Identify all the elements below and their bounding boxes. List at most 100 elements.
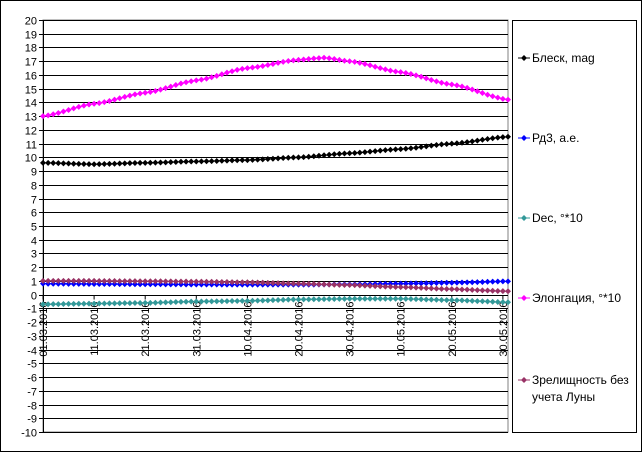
data-point <box>469 279 476 286</box>
data-point <box>193 278 200 285</box>
data-point <box>494 94 501 101</box>
legend-marker <box>521 215 527 221</box>
data-point <box>91 280 98 287</box>
legend-box <box>512 20 637 433</box>
y-tick-label: -1 <box>27 304 37 316</box>
data-point <box>249 297 256 304</box>
y-tick-label: -4 <box>27 346 37 358</box>
data-point <box>300 280 307 287</box>
data-point <box>116 278 123 285</box>
data-point <box>351 149 358 156</box>
y-tick-label: -6 <box>27 373 37 385</box>
data-point <box>464 84 471 91</box>
data-point <box>402 295 409 302</box>
data-point <box>310 296 317 303</box>
legend-marker <box>521 135 527 141</box>
data-point <box>351 295 358 302</box>
data-point <box>326 55 333 62</box>
y-tick-label: 18 <box>25 43 37 55</box>
x-tick-label: 10.04.2016 <box>242 302 254 357</box>
data-point <box>315 281 322 288</box>
y-tick-label: -5 <box>27 359 37 371</box>
data-point <box>290 280 297 287</box>
data-point <box>499 288 506 295</box>
data-point <box>157 278 164 285</box>
data-point <box>433 285 440 292</box>
data-point <box>218 157 225 164</box>
y-tick-label: 9 <box>31 167 37 179</box>
data-point <box>387 283 394 290</box>
data-point <box>55 160 62 167</box>
data-point <box>264 61 271 68</box>
x-tick-label: 20.04.2016 <box>293 302 305 357</box>
y-tick-label: -10 <box>21 428 37 440</box>
data-point <box>65 106 72 113</box>
data-point <box>280 280 287 287</box>
data-point <box>285 58 292 65</box>
data-point <box>484 91 491 98</box>
data-point <box>60 301 67 308</box>
data-point <box>295 280 302 287</box>
data-point <box>91 277 98 284</box>
data-point <box>392 68 399 75</box>
data-point <box>418 280 425 287</box>
data-point <box>96 100 103 107</box>
y-tick-label: 17 <box>25 57 37 69</box>
data-point <box>372 148 379 155</box>
data-point <box>106 97 113 104</box>
data-point <box>126 278 133 285</box>
data-point <box>198 76 205 83</box>
data-point <box>40 277 46 284</box>
data-point <box>387 295 394 302</box>
legend-label: Рд3, а.е. <box>532 131 579 145</box>
data-point <box>372 283 379 290</box>
data-point <box>505 299 511 306</box>
data-point <box>198 278 205 285</box>
data-point <box>489 287 496 294</box>
data-point <box>397 284 404 291</box>
data-point <box>254 297 261 304</box>
y-tick-label: 3 <box>31 249 37 261</box>
data-point <box>356 282 363 289</box>
data-point <box>433 279 440 286</box>
data-point <box>310 153 317 160</box>
data-point <box>121 160 128 167</box>
data-point <box>259 279 266 286</box>
data-point <box>474 279 481 286</box>
data-point <box>392 283 399 290</box>
data-point <box>372 295 379 302</box>
data-point <box>131 91 138 98</box>
data-point <box>80 160 87 167</box>
y-tick-label: 7 <box>31 195 37 207</box>
data-point <box>377 295 384 302</box>
data-point <box>208 278 215 285</box>
data-point <box>218 71 225 78</box>
series-5 <box>40 277 511 295</box>
data-point <box>407 71 414 78</box>
data-point <box>367 148 374 155</box>
y-tick-label: 2 <box>31 263 37 275</box>
data-point <box>223 298 230 305</box>
legend-label: Dec, °*10 <box>532 211 583 225</box>
y-tick-label: 20 <box>25 16 37 28</box>
data-point <box>254 63 261 70</box>
data-point <box>428 285 435 292</box>
data-point <box>469 138 476 145</box>
data-point <box>423 280 430 287</box>
data-point <box>459 286 466 293</box>
data-point <box>193 298 200 305</box>
y-tick-label: 14 <box>25 98 37 110</box>
data-point <box>193 158 200 165</box>
data-point <box>126 92 133 99</box>
data-point <box>157 159 164 166</box>
data-point <box>474 298 481 305</box>
data-point <box>336 150 343 157</box>
data-point <box>116 95 123 102</box>
data-point <box>229 157 236 164</box>
data-point <box>443 286 450 293</box>
data-point <box>459 297 466 304</box>
x-tick-label: 31.03.2016 <box>191 302 203 357</box>
data-point <box>423 296 430 303</box>
data-point <box>208 74 215 81</box>
data-point <box>75 103 82 110</box>
